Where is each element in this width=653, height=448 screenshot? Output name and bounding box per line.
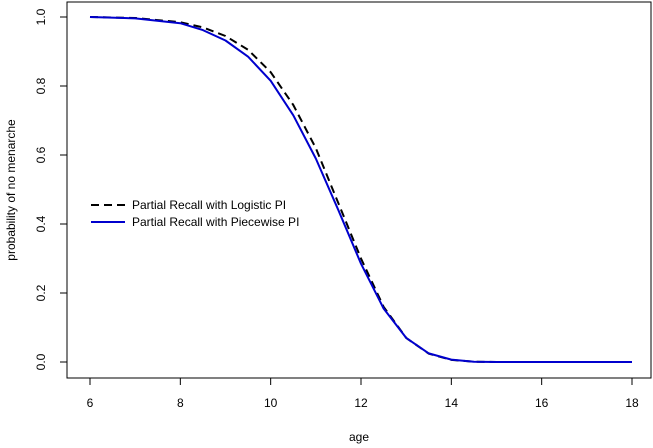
y-tick-label: 0.8 xyxy=(34,77,48,94)
y-tick-label: 1.0 xyxy=(34,8,48,25)
y-tick-label: 0.0 xyxy=(34,353,48,370)
x-tick-label: 14 xyxy=(445,396,459,410)
legend: Partial Recall with Logistic PI Partial … xyxy=(91,198,299,229)
legend-label-logistic: Partial Recall with Logistic PI xyxy=(132,198,286,212)
legend-label-piecewise: Partial Recall with Piecewise PI xyxy=(132,215,299,229)
plot-frame xyxy=(66,1,652,379)
y-axis-title: probability of no menarche xyxy=(4,119,18,261)
x-tick-label: 6 xyxy=(87,396,94,410)
x-tick-label: 10 xyxy=(264,396,278,410)
series-line-logistic xyxy=(89,16,632,363)
x-tick-label: 16 xyxy=(535,396,549,410)
x-tick-label: 8 xyxy=(177,396,184,410)
y-tick-label: 0.6 xyxy=(34,146,48,163)
y-tick-label: 0.4 xyxy=(34,215,48,232)
x-tick-label: 18 xyxy=(625,396,639,410)
series-layer xyxy=(89,16,632,363)
x-tick-label: 12 xyxy=(354,396,368,410)
y-axis: 0.0 0.2 0.4 0.6 0.8 1.0 xyxy=(34,8,68,370)
x-axis-title: age xyxy=(349,430,369,444)
y-tick-label: 0.2 xyxy=(34,284,48,301)
series-line-piecewise xyxy=(89,16,632,363)
x-axis: 6 8 10 12 14 16 18 xyxy=(87,377,639,410)
